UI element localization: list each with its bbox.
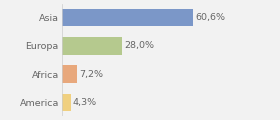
Text: 7,2%: 7,2% (79, 70, 103, 79)
Bar (62, 9, 193, 26)
Bar (62, 94, 71, 111)
Text: 60,6%: 60,6% (195, 13, 225, 22)
Text: 28,0%: 28,0% (124, 41, 154, 50)
Bar (62, 65, 77, 83)
Text: 4,3%: 4,3% (73, 98, 97, 107)
Bar (62, 37, 122, 55)
